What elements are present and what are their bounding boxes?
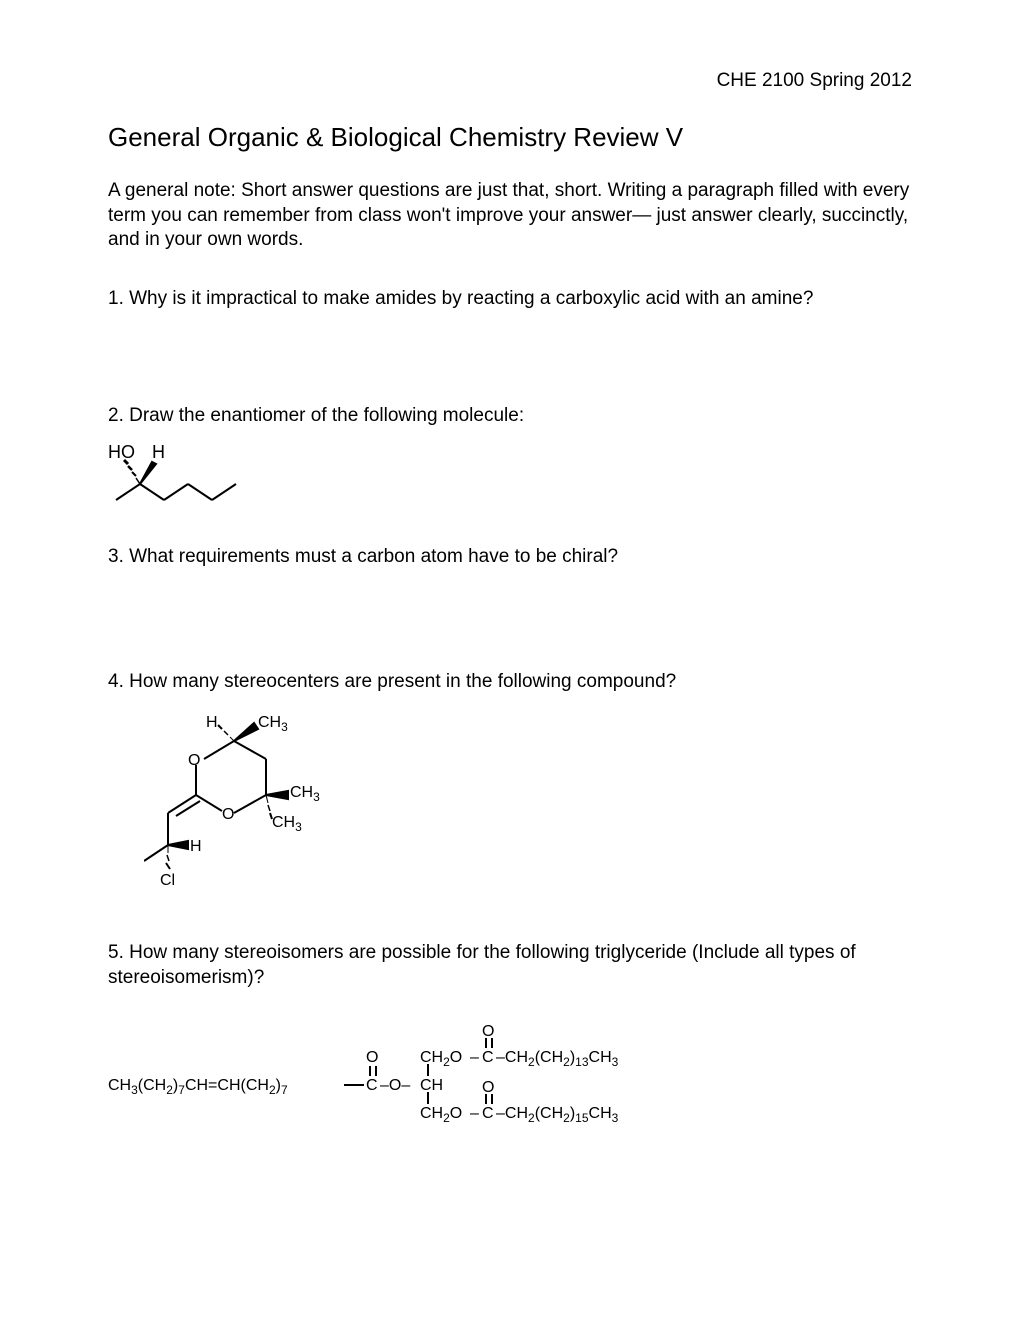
svg-text:CH2O: CH2O [420, 1049, 462, 1069]
svg-text:C: C [482, 1049, 494, 1066]
question-5: 5. How many stereoisomers are possible f… [108, 941, 912, 990]
svg-text:O: O [188, 752, 200, 769]
svg-text:–: – [470, 1105, 479, 1122]
svg-text:O: O [222, 806, 234, 823]
svg-text:H: H [190, 838, 202, 855]
structure-2: H CH3 O O CH3 CH3 H Cl [144, 713, 912, 913]
structure-1: HO H [108, 442, 912, 517]
svg-text:CH3: CH3 [290, 784, 320, 804]
svg-text:CH3: CH3 [272, 814, 302, 834]
page-title: General Organic & Biological Chemistry R… [108, 122, 912, 153]
svg-text:C: C [366, 1077, 378, 1094]
question-2: 2. Draw the enantiomer of the following … [108, 404, 912, 429]
svg-text:H: H [206, 714, 218, 731]
label-ho: HO [108, 442, 135, 462]
svg-text:C: C [482, 1105, 494, 1122]
course-header: CHE 2100 Spring 2012 [108, 70, 912, 92]
svg-text:CH: CH [420, 1077, 443, 1094]
svg-text:Cl: Cl [160, 872, 175, 889]
svg-text:O: O [482, 1023, 494, 1040]
svg-text:–O–: –O– [380, 1077, 410, 1094]
svg-text:O: O [366, 1049, 378, 1066]
structure-3: CH3(CH2)7CH=CH(CH2)7 C O –O– CH2O CH CH2… [108, 1018, 912, 1138]
general-note: A general note: Short answer questions a… [108, 179, 912, 253]
svg-text:–CH2(CH2)15CH3: –CH2(CH2)15CH3 [496, 1105, 619, 1125]
svg-text:–CH2(CH2)13CH3: –CH2(CH2)13CH3 [496, 1049, 619, 1069]
question-4: 4. How many stereocenters are present in… [108, 670, 912, 695]
svg-text:CH3(CH2)7CH=CH(CH2)7: CH3(CH2)7CH=CH(CH2)7 [108, 1077, 288, 1097]
svg-text:O: O [482, 1079, 494, 1096]
label-h: H [152, 442, 165, 462]
svg-text:–: – [470, 1049, 479, 1066]
question-1: 1. Why is it impractical to make amides … [108, 287, 912, 312]
svg-text:CH2O: CH2O [420, 1105, 462, 1125]
svg-text:CH3: CH3 [258, 714, 288, 734]
question-3: 3. What requirements must a carbon atom … [108, 545, 912, 570]
